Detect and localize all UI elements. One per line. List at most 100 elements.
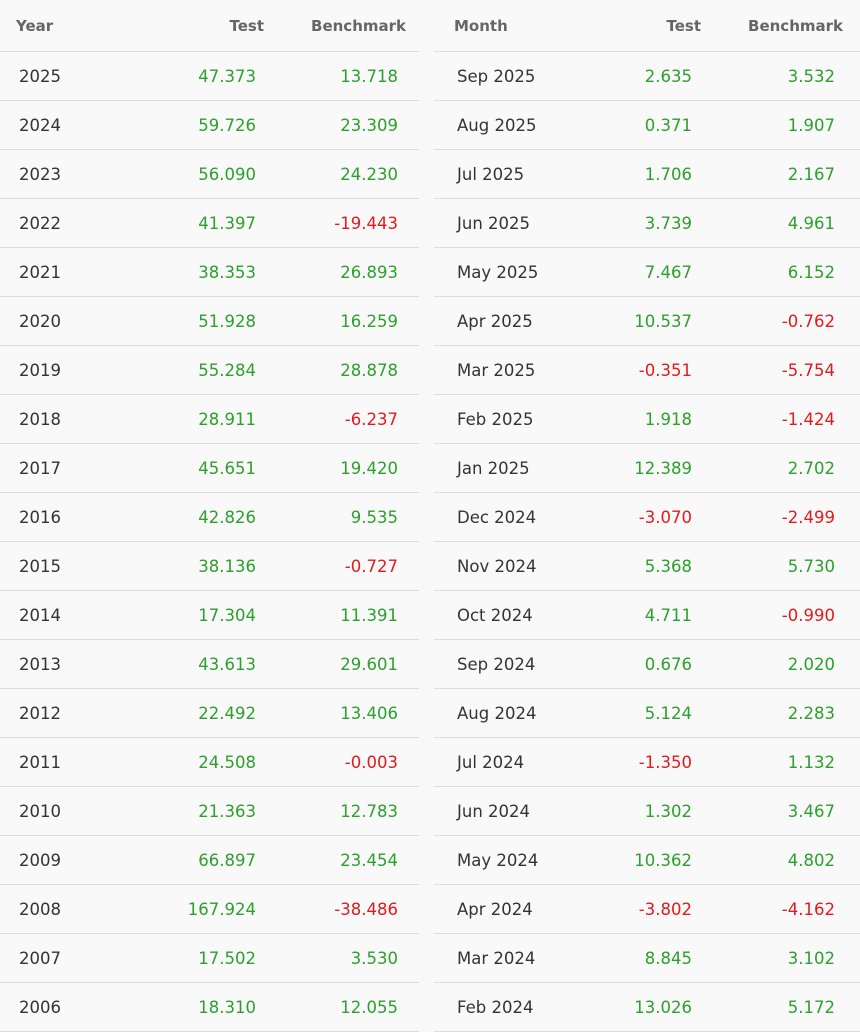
benchmark-value-cell: -0.990 [781,605,835,625]
table-row: Jun 2024 1.302 3.467 [434,787,860,836]
table-row: Jan 2025 12.389 2.702 [434,444,860,493]
benchmark-value-cell: 24.230 [340,164,398,184]
benchmark-value-cell: 11.391 [340,605,398,625]
table-row: May 2024 10.362 4.802 [434,836,860,885]
benchmark-value-cell: -19.443 [334,213,398,233]
table-row: 2008 167.924 -38.486 [0,885,419,934]
year-cell: 2021 [19,262,61,282]
benchmark-value-cell: 2.283 [787,703,835,723]
benchmark-value-cell: -1.424 [781,409,835,429]
year-column-header[interactable]: Year [16,16,54,35]
test-value-cell: 167.924 [187,899,256,919]
month-cell: Jan 2025 [457,458,530,478]
benchmark-column-header[interactable]: Benchmark [748,16,843,35]
test-column-header[interactable]: Test [666,16,701,35]
benchmark-value-cell: 13.718 [340,66,398,86]
month-cell: Aug 2025 [457,115,537,135]
month-cell: Feb 2024 [457,997,534,1017]
table-row: Nov 2024 5.368 5.730 [434,542,860,591]
year-cell: 2015 [19,556,61,576]
test-value-cell: 56.090 [198,164,256,184]
test-value-cell: -3.802 [638,899,692,919]
benchmark-value-cell: 26.893 [340,262,398,282]
month-cell: Oct 2024 [457,605,533,625]
month-cell: Apr 2024 [457,899,533,919]
test-value-cell: 21.363 [198,801,256,821]
table-row: 2015 38.136 -0.727 [0,542,419,591]
table-row: 2021 38.353 26.893 [0,248,419,297]
year-cell: 2022 [19,213,61,233]
year-cell: 2016 [19,507,61,527]
month-cell: Sep 2024 [457,654,536,674]
benchmark-value-cell: 1.132 [787,752,835,772]
test-value-cell: 28.911 [198,409,256,429]
table-row: Aug 2025 0.371 1.907 [434,101,860,150]
year-cell: 2010 [19,801,61,821]
test-value-cell: 59.726 [198,115,256,135]
test-value-cell: 45.651 [198,458,256,478]
test-value-cell: 13.026 [634,997,692,1017]
table-row: Oct 2024 4.711 -0.990 [434,591,860,640]
month-cell: May 2024 [457,850,539,870]
table-row: 2006 18.310 12.055 [0,983,419,1032]
month-cell: Apr 2025 [457,311,533,331]
test-value-cell: 1.706 [644,164,692,184]
benchmark-value-cell: 3.530 [350,948,398,968]
table-row: Mar 2025 -0.351 -5.754 [434,346,860,395]
benchmark-value-cell: 5.172 [787,997,835,1017]
benchmark-value-cell: 16.259 [340,311,398,331]
month-cell: Jul 2024 [457,752,525,772]
test-value-cell: 43.613 [198,654,256,674]
month-cell: Feb 2025 [457,409,534,429]
month-column-header[interactable]: Month [454,16,508,35]
benchmark-value-cell: 9.535 [350,507,398,527]
table-row: 2007 17.502 3.530 [0,934,419,983]
table-row: Jun 2025 3.739 4.961 [434,199,860,248]
benchmark-value-cell: 1.907 [787,115,835,135]
month-cell: Sep 2025 [457,66,536,86]
test-value-cell: 24.508 [198,752,256,772]
month-cell: May 2025 [457,262,539,282]
table-row: 2018 28.911 -6.237 [0,395,419,444]
test-value-cell: 66.897 [198,850,256,870]
benchmark-value-cell: 3.467 [787,801,835,821]
test-value-cell: 22.492 [198,703,256,723]
test-value-cell: 41.397 [198,213,256,233]
test-value-cell: 7.467 [644,262,692,282]
benchmark-value-cell: -38.486 [334,899,398,919]
year-cell: 2012 [19,703,61,723]
benchmark-value-cell: -4.162 [781,899,835,919]
test-value-cell: -1.350 [638,752,692,772]
benchmark-value-cell: 4.961 [787,213,835,233]
benchmark-value-cell: 2.167 [787,164,835,184]
table-row: Aug 2024 5.124 2.283 [434,689,860,738]
table-row: 2010 21.363 12.783 [0,787,419,836]
table-row: 2016 42.826 9.535 [0,493,419,542]
table-row: 2024 59.726 23.309 [0,101,419,150]
yearly-returns-table: Year Test Benchmark 2025 47.373 13.718 2024… [0,0,419,1032]
benchmark-value-cell: -2.499 [781,507,835,527]
year-cell: 2013 [19,654,61,674]
test-value-cell: -0.351 [638,360,692,380]
monthly-table-header: Month Test Benchmark [434,0,860,52]
test-value-cell: 5.124 [644,703,692,723]
test-value-cell: 0.371 [644,115,692,135]
month-cell: Aug 2024 [457,703,537,723]
month-cell: Mar 2025 [457,360,536,380]
test-value-cell: -3.070 [638,507,692,527]
table-row: Mar 2024 8.845 3.102 [434,934,860,983]
table-row: Jul 2025 1.706 2.167 [434,150,860,199]
benchmark-column-header[interactable]: Benchmark [311,16,406,35]
test-value-cell: 4.711 [644,605,692,625]
benchmark-value-cell: 28.878 [340,360,398,380]
test-value-cell: 5.368 [644,556,692,576]
table-row: 2014 17.304 11.391 [0,591,419,640]
table-row: Sep 2024 0.676 2.020 [434,640,860,689]
test-value-cell: 55.284 [198,360,256,380]
table-row: Feb 2024 13.026 5.172 [434,983,860,1032]
test-column-header[interactable]: Test [229,16,264,35]
table-row: Feb 2025 1.918 -1.424 [434,395,860,444]
test-value-cell: 0.676 [644,654,692,674]
table-row: 2012 22.492 13.406 [0,689,419,738]
table-row: 2011 24.508 -0.003 [0,738,419,787]
